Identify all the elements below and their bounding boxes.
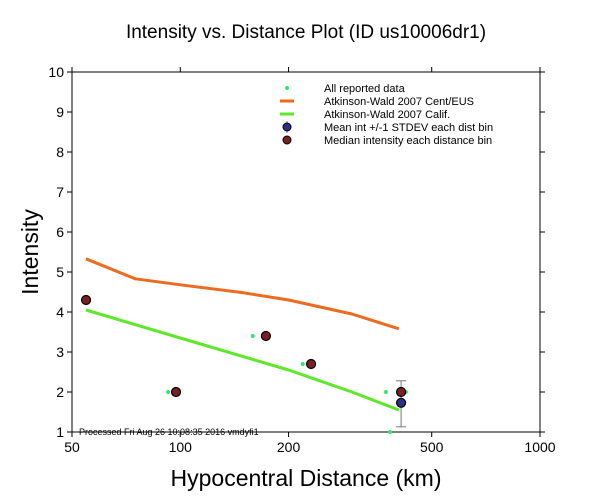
legend-label: Atkinson-Wald 2007 Calif.	[324, 109, 450, 121]
y-tick-label: 5	[56, 264, 64, 280]
median-point	[170, 386, 182, 398]
median-point	[395, 386, 407, 398]
x-tick-label: 500	[420, 439, 444, 455]
series-all-reported-data	[166, 334, 408, 434]
legend-label: Mean int +/-1 STDEV each dist bin	[324, 122, 493, 134]
y-tick-label: 2	[56, 384, 64, 400]
mean-point	[395, 397, 407, 408]
series-median-intensity-each-distance-bin	[80, 294, 407, 398]
y-tick-label: 7	[56, 184, 64, 200]
axes: 1 2 3 4 5 6 7 8 9 10 50 100 200 500 1000	[48, 64, 555, 455]
chart-title: Intensity vs. Distance Plot (ID us10006d…	[126, 22, 486, 43]
legend-label: Median intensity each distance bin	[324, 135, 492, 147]
median-point	[305, 358, 317, 370]
data-point	[300, 362, 305, 366]
legend-item: Atkinson-Wald 2007 Calif.	[280, 109, 450, 121]
x-tick-label: 100	[169, 439, 193, 455]
series-atkinson-wald-2007-calif	[85, 308, 400, 412]
median-point	[80, 294, 92, 306]
x-axis-label: Hypocentral Distance (km)	[171, 465, 442, 491]
y-tick-label: 10	[48, 64, 64, 80]
y-tick-label: 6	[56, 224, 64, 240]
data-point	[388, 430, 393, 434]
series-layer	[80, 257, 408, 434]
data-point	[250, 334, 255, 338]
legend-item: All reported data	[285, 83, 406, 95]
plot-frame	[71, 71, 541, 433]
y-tick-label: 1	[56, 424, 64, 440]
series-atkinson-wald-2007-cent-eus	[85, 257, 400, 331]
processed-footnote: Processed Fri Aug 26 10:08:35 2016 vmdyf…	[79, 427, 259, 437]
median-point	[260, 330, 272, 342]
line-atkinson-wald-2007-calif	[85, 308, 400, 412]
legend-item: Median intensity each distance bin	[282, 135, 492, 147]
y-tick-label: 9	[56, 104, 64, 120]
legend-label: Atkinson-Wald 2007 Cent/EUS	[324, 96, 474, 108]
y-tick-label: 8	[56, 144, 64, 160]
legend-item: Atkinson-Wald 2007 Cent/EUS	[280, 96, 474, 108]
legend-swatch	[285, 86, 289, 90]
legend-label: All reported data	[324, 83, 406, 95]
y-tick-label: 4	[56, 304, 64, 320]
legend-swatch	[282, 122, 292, 132]
x-tick-label: 200	[277, 439, 301, 455]
y-axis-label: Intensity	[17, 209, 43, 295]
x-tick-label: 1000	[524, 439, 555, 455]
legend-item: Mean int +/-1 STDEV each dist bin	[282, 121, 493, 134]
y-tick-label: 3	[56, 344, 64, 360]
x-tick-label: 50	[64, 439, 80, 455]
data-point	[383, 390, 388, 394]
data-point	[166, 390, 171, 394]
line-atkinson-wald-2007-cent-eus	[85, 257, 400, 331]
legend-swatch	[282, 135, 292, 145]
